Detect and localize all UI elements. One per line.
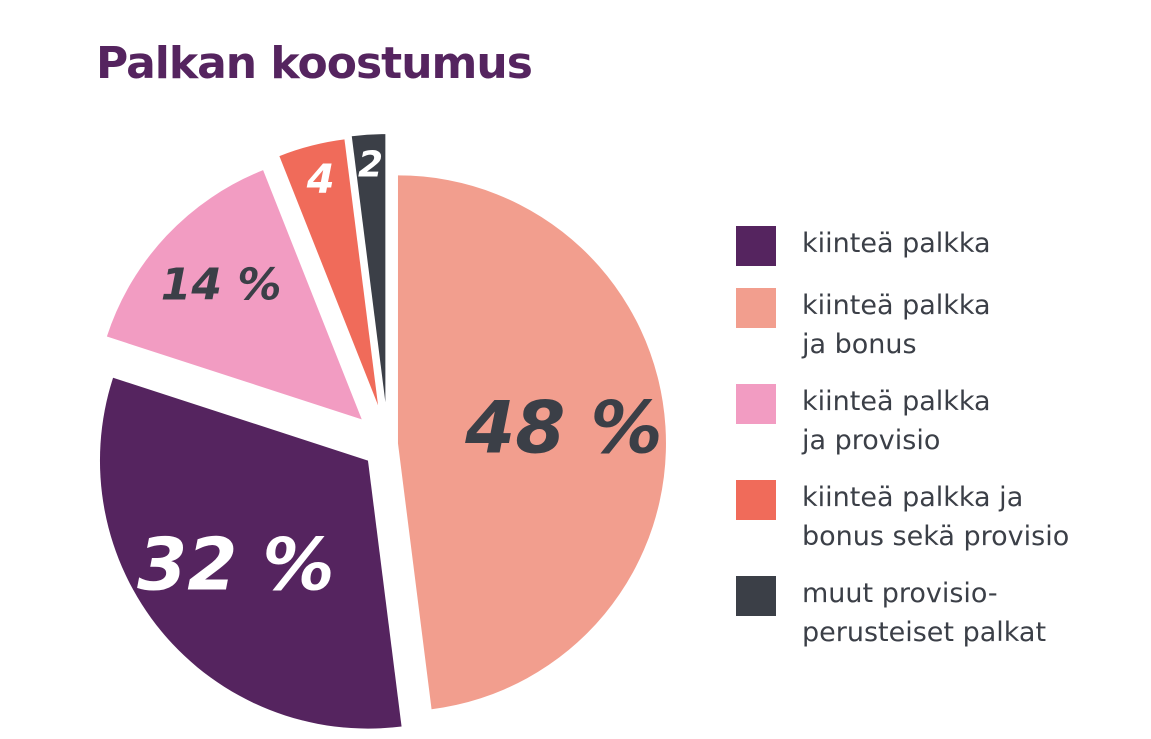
- legend-swatch: [736, 226, 776, 266]
- legend-swatch: [736, 480, 776, 520]
- slice-label-5: 2: [358, 145, 383, 186]
- slice-label-2: 32 %: [137, 522, 334, 606]
- legend-item: kiinteä palkka ja bonus: [736, 288, 991, 364]
- legend-label: kiinteä palkka: [802, 228, 991, 259]
- pie-slice-4: [279, 139, 379, 406]
- legend-swatch: [736, 576, 776, 616]
- pie-slice-3: [106, 170, 362, 420]
- legend-label: kiinteä palkka ja provisio: [802, 386, 991, 456]
- legend-label: kiinteä palkka ja bonus sekä provisio: [802, 482, 1070, 552]
- legend-label: muut provisio- perusteiset palkat: [802, 578, 1047, 648]
- slice-label-1: 48 %: [464, 385, 662, 469]
- chart-title: Palkan koostumus: [96, 38, 533, 89]
- pie-slice-5: [351, 134, 386, 403]
- legend-swatch: [736, 384, 776, 424]
- legend-item: kiinteä palkka ja bonus sekä provisio: [736, 480, 1069, 556]
- slice-label-4: 4: [306, 157, 335, 203]
- pie-slice-1: [397, 175, 666, 710]
- legend-swatch: [736, 288, 776, 328]
- legend-label: kiinteä palkka ja bonus: [802, 290, 991, 360]
- legend-item: kiinteä palkka ja provisio: [736, 384, 991, 460]
- pie-slice-2: [99, 377, 402, 729]
- pie-chart: 48 % 32 % 14 % 4 2: [99, 134, 666, 729]
- slice-label-3: 14 %: [161, 259, 282, 310]
- legend-item: muut provisio- perusteiset palkat: [736, 576, 1046, 652]
- legend-item: kiinteä palkka: [736, 226, 991, 266]
